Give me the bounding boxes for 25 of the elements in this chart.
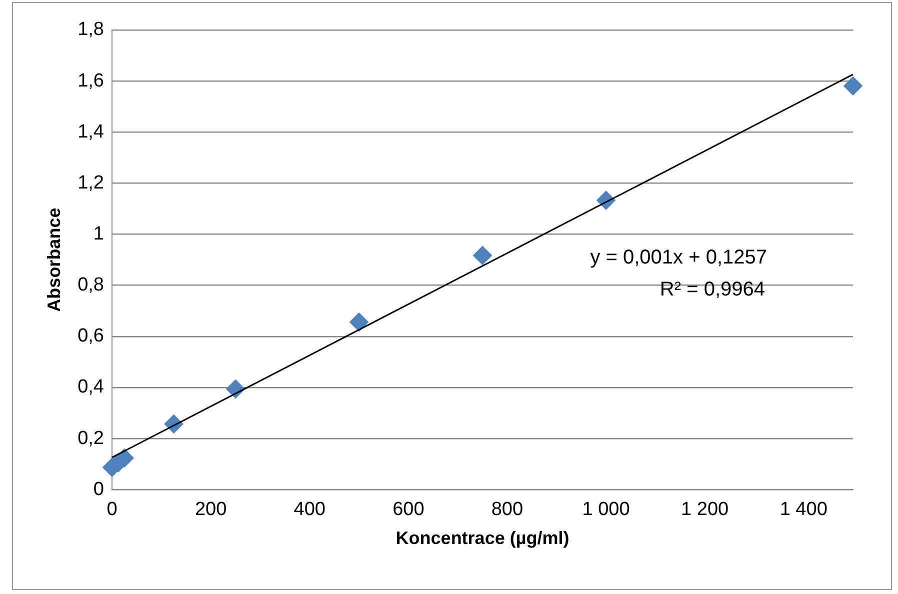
y-tick-label: 0,4 (78, 376, 104, 398)
y-axis-title: Absorbance (44, 208, 64, 312)
annotation: R² = 0,9964 (660, 278, 765, 301)
y-tick-label: 1 (93, 224, 104, 244)
point (473, 246, 492, 265)
y-tick-label: 1,8 (78, 19, 104, 40)
x-tick-label: 0 (106, 499, 118, 520)
x-tick-label: 1 200 (681, 499, 729, 520)
x-tick-label: 1 000 (582, 499, 630, 520)
y-tick-label: 0,2 (78, 428, 104, 449)
x-tick-label: 400 (294, 499, 326, 520)
x-tick-label: 800 (491, 499, 524, 520)
y-tick-label: 0,8 (78, 274, 104, 296)
y-tick-label: 1,2 (78, 172, 104, 194)
annotation: y = 0,001x + 0,1257 (590, 246, 767, 269)
x-tick-label: 1 400 (780, 499, 828, 520)
y-tick-label: 1,6 (78, 70, 104, 92)
x-tick-label: 200 (194, 499, 227, 520)
x-axis-title: Koncentrace (µg/ml) (396, 528, 570, 548)
point (350, 312, 369, 332)
y-tick-label: 0 (93, 478, 104, 500)
point (844, 76, 862, 96)
y-tick-label: 0,6 (78, 326, 104, 347)
x-tick-label: 600 (392, 499, 424, 520)
y-tick-label: 1,4 (78, 121, 104, 142)
